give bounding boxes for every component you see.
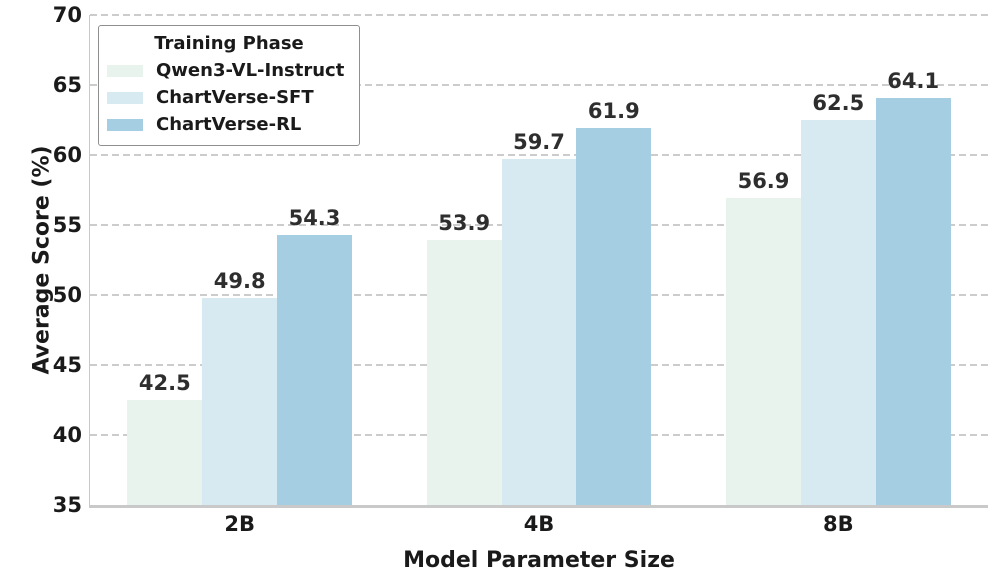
bar-value-label: 49.8 (213, 268, 266, 293)
y-tick-label: 70 (52, 3, 82, 27)
bar-value-label: 54.3 (288, 205, 341, 230)
bar-qwen3-vl-instruct-4b (426, 240, 502, 505)
legend-item-chartverse-sft: ChartVerse-SFT (107, 84, 351, 111)
y-tick-label: 40 (52, 423, 82, 447)
bar-value-label: 64.1 (887, 68, 940, 93)
gridline (90, 154, 988, 156)
bar-value-label: 61.9 (587, 99, 640, 124)
gridline (90, 84, 988, 86)
bar-value-label: 56.9 (737, 169, 790, 194)
bar-qwen3-vl-instruct-2b (127, 400, 203, 505)
y-tick-label: 60 (52, 143, 82, 167)
legend-label: ChartVerse-SFT (156, 87, 314, 108)
legend-item-chartverse-rl: ChartVerse-RL (107, 111, 351, 138)
legend-swatch-icon (107, 91, 143, 104)
bar-value-label: 59.7 (513, 130, 565, 155)
x-axis-title: Model Parameter Size (403, 548, 675, 573)
y-tick-label: 45 (52, 353, 82, 377)
legend-label: ChartVerse-RL (156, 114, 302, 135)
bar-chartverse-rl-4b (576, 128, 652, 505)
y-axis-title: Average Score (%) (29, 145, 55, 375)
legend-swatch-icon (107, 118, 143, 131)
bar-chartverse-sft-4b (501, 159, 577, 505)
legend-item-qwen3-vl-instruct: Qwen3-VL-Instruct (107, 57, 351, 84)
bar-value-label: 53.9 (438, 211, 491, 236)
plot-area: Training Phase Qwen3-VL-Instruct ChartVe… (88, 14, 988, 508)
y-tick-label: 50 (52, 283, 82, 307)
bar-qwen3-vl-instruct-8b (726, 198, 801, 505)
x-tick-label: 2B (224, 512, 255, 536)
y-axis-spine (88, 15, 90, 508)
legend-title: Training Phase (154, 33, 304, 54)
legend: Training Phase Qwen3-VL-Instruct ChartVe… (98, 25, 360, 146)
legend-swatch-icon (107, 64, 143, 77)
y-tick-label: 65 (52, 73, 82, 97)
x-axis-spine (88, 505, 988, 508)
y-tick-label: 35 (52, 493, 82, 517)
x-tick-label: 4B (523, 512, 555, 536)
legend-label: Qwen3-VL-Instruct (156, 60, 345, 81)
bar-chartverse-sft-2b (202, 297, 278, 505)
x-tick-label: 8B (823, 512, 854, 536)
gridline (90, 14, 988, 16)
bar-value-label: 62.5 (812, 91, 865, 115)
bar-chartverse-sft-8b (800, 120, 876, 505)
bar-chartverse-rl-8b (875, 97, 951, 505)
bar-chartverse-rl-2b (277, 234, 352, 505)
y-tick-label: 55 (52, 213, 82, 237)
bar-value-label: 42.5 (138, 371, 191, 395)
